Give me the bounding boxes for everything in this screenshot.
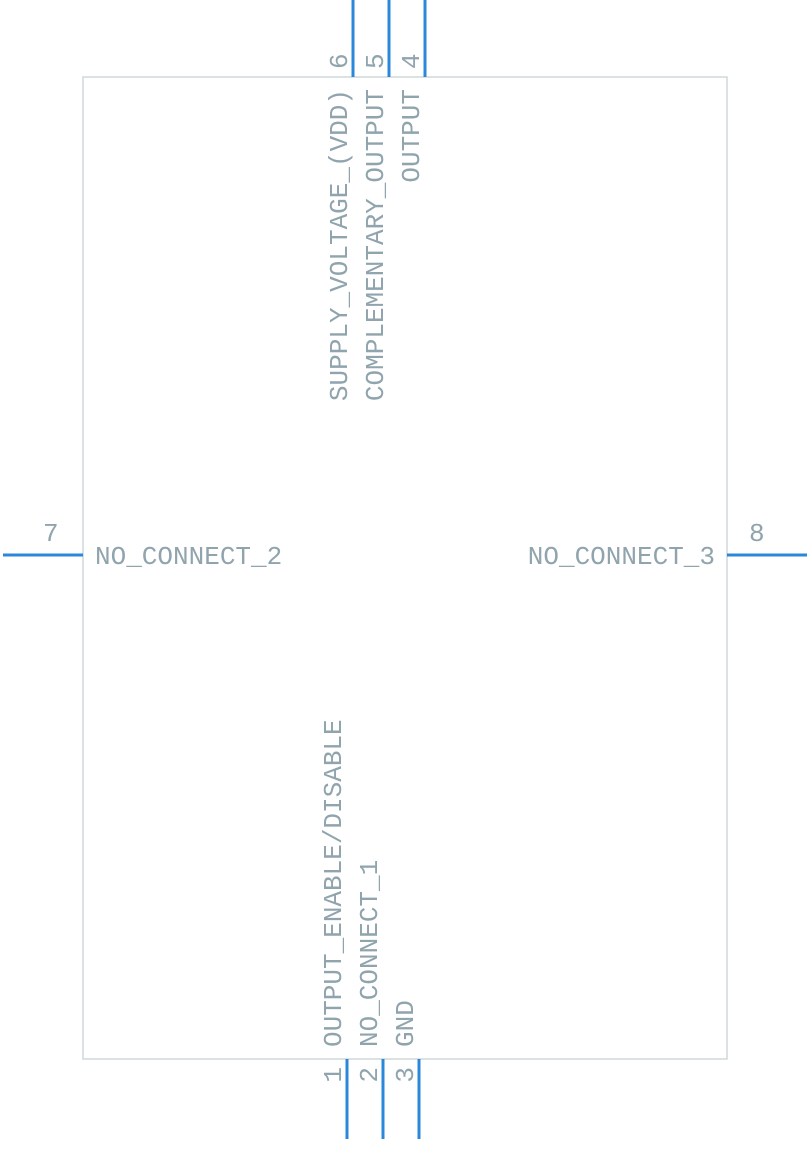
pin-1-number: 1	[319, 1067, 349, 1083]
pin-6-number: 6	[325, 53, 355, 69]
pin-4-label: OUTPUT	[397, 89, 427, 183]
pin-2-label: NO_CONNECT_1	[355, 860, 385, 1047]
pin-8-label: NO_CONNECT_3	[528, 542, 715, 572]
pin-7-number: 7	[43, 519, 59, 549]
pin-5-label: COMPLEMENTARY_OUTPUT	[361, 89, 391, 401]
pin-6-label: SUPPLY_VOLTAGE_(VDD)	[325, 89, 355, 401]
pin-1-label: OUTPUT_ENABLE/DISABLE	[319, 719, 349, 1047]
pin-4-number: 4	[397, 53, 427, 69]
schematic-symbol: 1 OUTPUT_ENABLE/DISABLE 2 NO_CONNECT_1 3 GND 4…	[0, 0, 808, 1168]
pin-7-label: NO_CONNECT_2	[95, 542, 282, 572]
pin-3-label: GND	[391, 1000, 421, 1047]
pin-3-number: 3	[391, 1067, 421, 1083]
pin-8-number: 8	[749, 519, 765, 549]
pin-2-number: 2	[355, 1067, 385, 1083]
pin-5-number: 5	[361, 53, 391, 69]
